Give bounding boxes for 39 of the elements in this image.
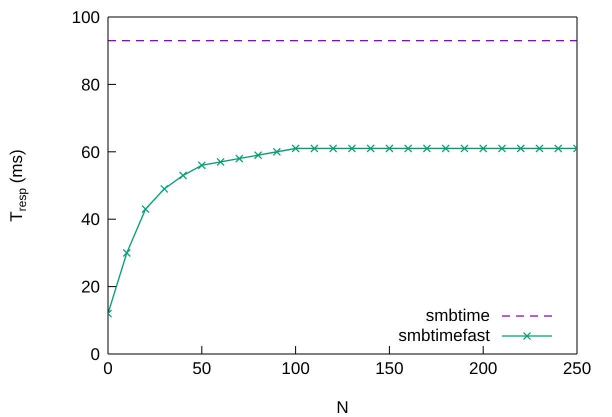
point — [535, 144, 544, 153]
y-tick-label: 40 — [81, 210, 100, 230]
point — [554, 144, 562, 153]
point — [460, 144, 469, 153]
point — [329, 144, 338, 153]
y-tick-label: 20 — [81, 278, 100, 297]
point — [216, 158, 225, 166]
x-tick-label: 50 — [192, 359, 212, 378]
x-tick-label: 100 — [281, 359, 310, 378]
point — [198, 161, 206, 170]
point — [498, 144, 506, 153]
point — [254, 151, 262, 160]
point — [292, 144, 300, 153]
x-tick-label: 0 — [103, 359, 113, 378]
point — [235, 154, 244, 163]
point — [348, 144, 356, 153]
point — [141, 204, 150, 214]
point — [422, 144, 432, 153]
y-tick-label: 60 — [81, 142, 100, 162]
point — [442, 144, 450, 153]
x-tick-label: 150 — [375, 359, 404, 378]
y-tick-label: 0 — [90, 345, 100, 364]
y-tick-label: 80 — [81, 75, 100, 94]
point — [385, 144, 394, 153]
point — [516, 144, 525, 153]
point — [178, 171, 188, 180]
y-tick-label: 100 — [72, 8, 100, 28]
x-tick-label: 200 — [469, 359, 498, 378]
point — [404, 144, 412, 153]
point — [310, 144, 318, 153]
x-axis-title: N — [336, 398, 349, 417]
point — [272, 148, 281, 156]
point — [479, 144, 488, 153]
legend-label: smbtimefast — [398, 326, 490, 346]
point — [160, 184, 168, 193]
x-tick-label: 250 — [562, 359, 592, 378]
point — [366, 144, 375, 153]
point — [122, 248, 131, 257]
legend-label: smbtime — [426, 306, 490, 326]
